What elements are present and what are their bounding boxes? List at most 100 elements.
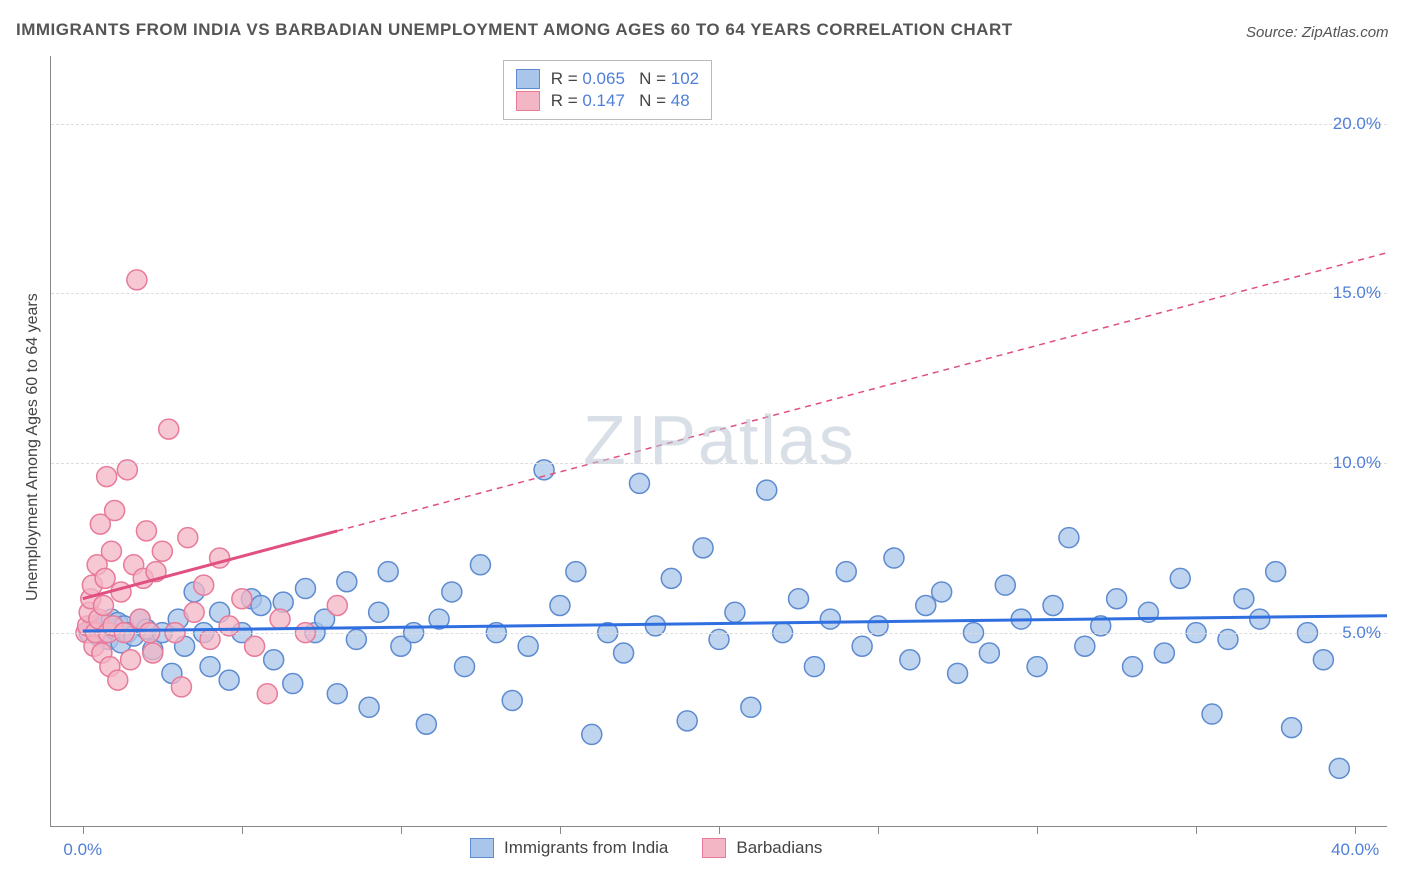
scatter-point xyxy=(470,555,490,575)
plot-area: ZIPatlas R = 0.065 N = 102 R = 0.147 N =… xyxy=(50,56,1387,827)
scatter-point xyxy=(1059,528,1079,548)
scatter-point xyxy=(251,596,271,616)
scatter-point xyxy=(582,724,602,744)
legend-stats: R = 0.147 N = 48 xyxy=(546,91,690,111)
scatter-point xyxy=(757,480,777,500)
x-max-label: 40.0% xyxy=(1325,840,1385,860)
scatter-point xyxy=(93,596,113,616)
gridline xyxy=(51,633,1387,634)
scatter-point xyxy=(1234,589,1254,609)
scatter-point xyxy=(677,711,697,731)
scatter-point xyxy=(283,674,303,694)
scatter-point xyxy=(442,582,462,602)
scatter-point xyxy=(416,714,436,734)
gridline xyxy=(51,293,1387,294)
x-tick xyxy=(242,826,243,834)
scatter-point xyxy=(1202,704,1222,724)
scatter-point xyxy=(629,473,649,493)
scatter-point xyxy=(143,643,163,663)
scatter-point xyxy=(1075,636,1095,656)
x-tick xyxy=(1196,826,1197,834)
correlation-legend: R = 0.065 N = 102 R = 0.147 N = 48 xyxy=(503,60,712,120)
x-tick xyxy=(1355,826,1356,834)
scatter-point xyxy=(820,609,840,629)
y-tick-label: 10.0% xyxy=(1321,453,1381,473)
legend-row: R = 0.065 N = 102 xyxy=(516,69,699,89)
scatter-point xyxy=(1170,568,1190,588)
scatter-svg xyxy=(51,56,1387,826)
scatter-point xyxy=(741,697,761,717)
scatter-point xyxy=(900,650,920,670)
y-axis-label: Unemployment Among Ages 60 to 64 years xyxy=(24,293,42,601)
legend-swatch xyxy=(516,69,540,89)
trend-line-extrapolated xyxy=(337,253,1387,531)
legend-swatch xyxy=(470,838,494,858)
scatter-point xyxy=(178,528,198,548)
scatter-point xyxy=(916,596,936,616)
scatter-point xyxy=(1250,609,1270,629)
scatter-point xyxy=(550,596,570,616)
scatter-point xyxy=(979,643,999,663)
x-tick xyxy=(878,826,879,834)
scatter-point xyxy=(1027,657,1047,677)
y-tick-label: 5.0% xyxy=(1321,623,1381,643)
scatter-point xyxy=(121,650,141,670)
scatter-point xyxy=(184,602,204,622)
scatter-point xyxy=(884,548,904,568)
scatter-point xyxy=(789,589,809,609)
x-tick xyxy=(401,826,402,834)
scatter-point xyxy=(1329,758,1349,778)
scatter-point xyxy=(661,568,681,588)
y-tick-label: 15.0% xyxy=(1321,283,1381,303)
scatter-point xyxy=(455,657,475,677)
x-min-label: 0.0% xyxy=(53,840,113,860)
scatter-point xyxy=(245,636,265,656)
legend-label: Immigrants from India xyxy=(504,838,668,858)
scatter-point xyxy=(378,562,398,582)
scatter-point xyxy=(171,677,191,697)
scatter-point xyxy=(159,419,179,439)
y-tick-label: 20.0% xyxy=(1321,114,1381,134)
scatter-point xyxy=(995,575,1015,595)
scatter-point xyxy=(359,697,379,717)
legend-label: Barbadians xyxy=(736,838,822,858)
scatter-point xyxy=(1313,650,1333,670)
x-tick xyxy=(1037,826,1038,834)
scatter-point xyxy=(502,690,522,710)
scatter-point xyxy=(369,602,389,622)
scatter-point xyxy=(232,589,252,609)
scatter-point xyxy=(725,602,745,622)
scatter-point xyxy=(337,572,357,592)
scatter-point xyxy=(101,541,121,561)
scatter-point xyxy=(932,582,952,602)
scatter-point xyxy=(1282,718,1302,738)
scatter-point xyxy=(257,684,277,704)
scatter-point xyxy=(948,663,968,683)
x-tick xyxy=(560,826,561,834)
scatter-point xyxy=(127,270,147,290)
scatter-point xyxy=(836,562,856,582)
scatter-point xyxy=(200,657,220,677)
scatter-point xyxy=(327,684,347,704)
scatter-point xyxy=(270,609,290,629)
scatter-point xyxy=(219,670,239,690)
scatter-point xyxy=(852,636,872,656)
scatter-point xyxy=(566,562,586,582)
scatter-point xyxy=(264,650,284,670)
series-legend: Immigrants from India Barbadians xyxy=(470,838,846,858)
scatter-point xyxy=(136,521,156,541)
x-tick xyxy=(83,826,84,834)
scatter-point xyxy=(1123,657,1143,677)
scatter-point xyxy=(1154,643,1174,663)
scatter-point xyxy=(1266,562,1286,582)
gridline xyxy=(51,124,1387,125)
scatter-point xyxy=(1107,589,1127,609)
gridline xyxy=(51,463,1387,464)
scatter-point xyxy=(518,636,538,656)
scatter-point xyxy=(804,657,824,677)
scatter-point xyxy=(614,643,634,663)
scatter-point xyxy=(97,467,117,487)
scatter-point xyxy=(1043,596,1063,616)
chart-title: IMMIGRANTS FROM INDIA VS BARBADIAN UNEMP… xyxy=(16,20,1013,40)
legend-swatch xyxy=(702,838,726,858)
